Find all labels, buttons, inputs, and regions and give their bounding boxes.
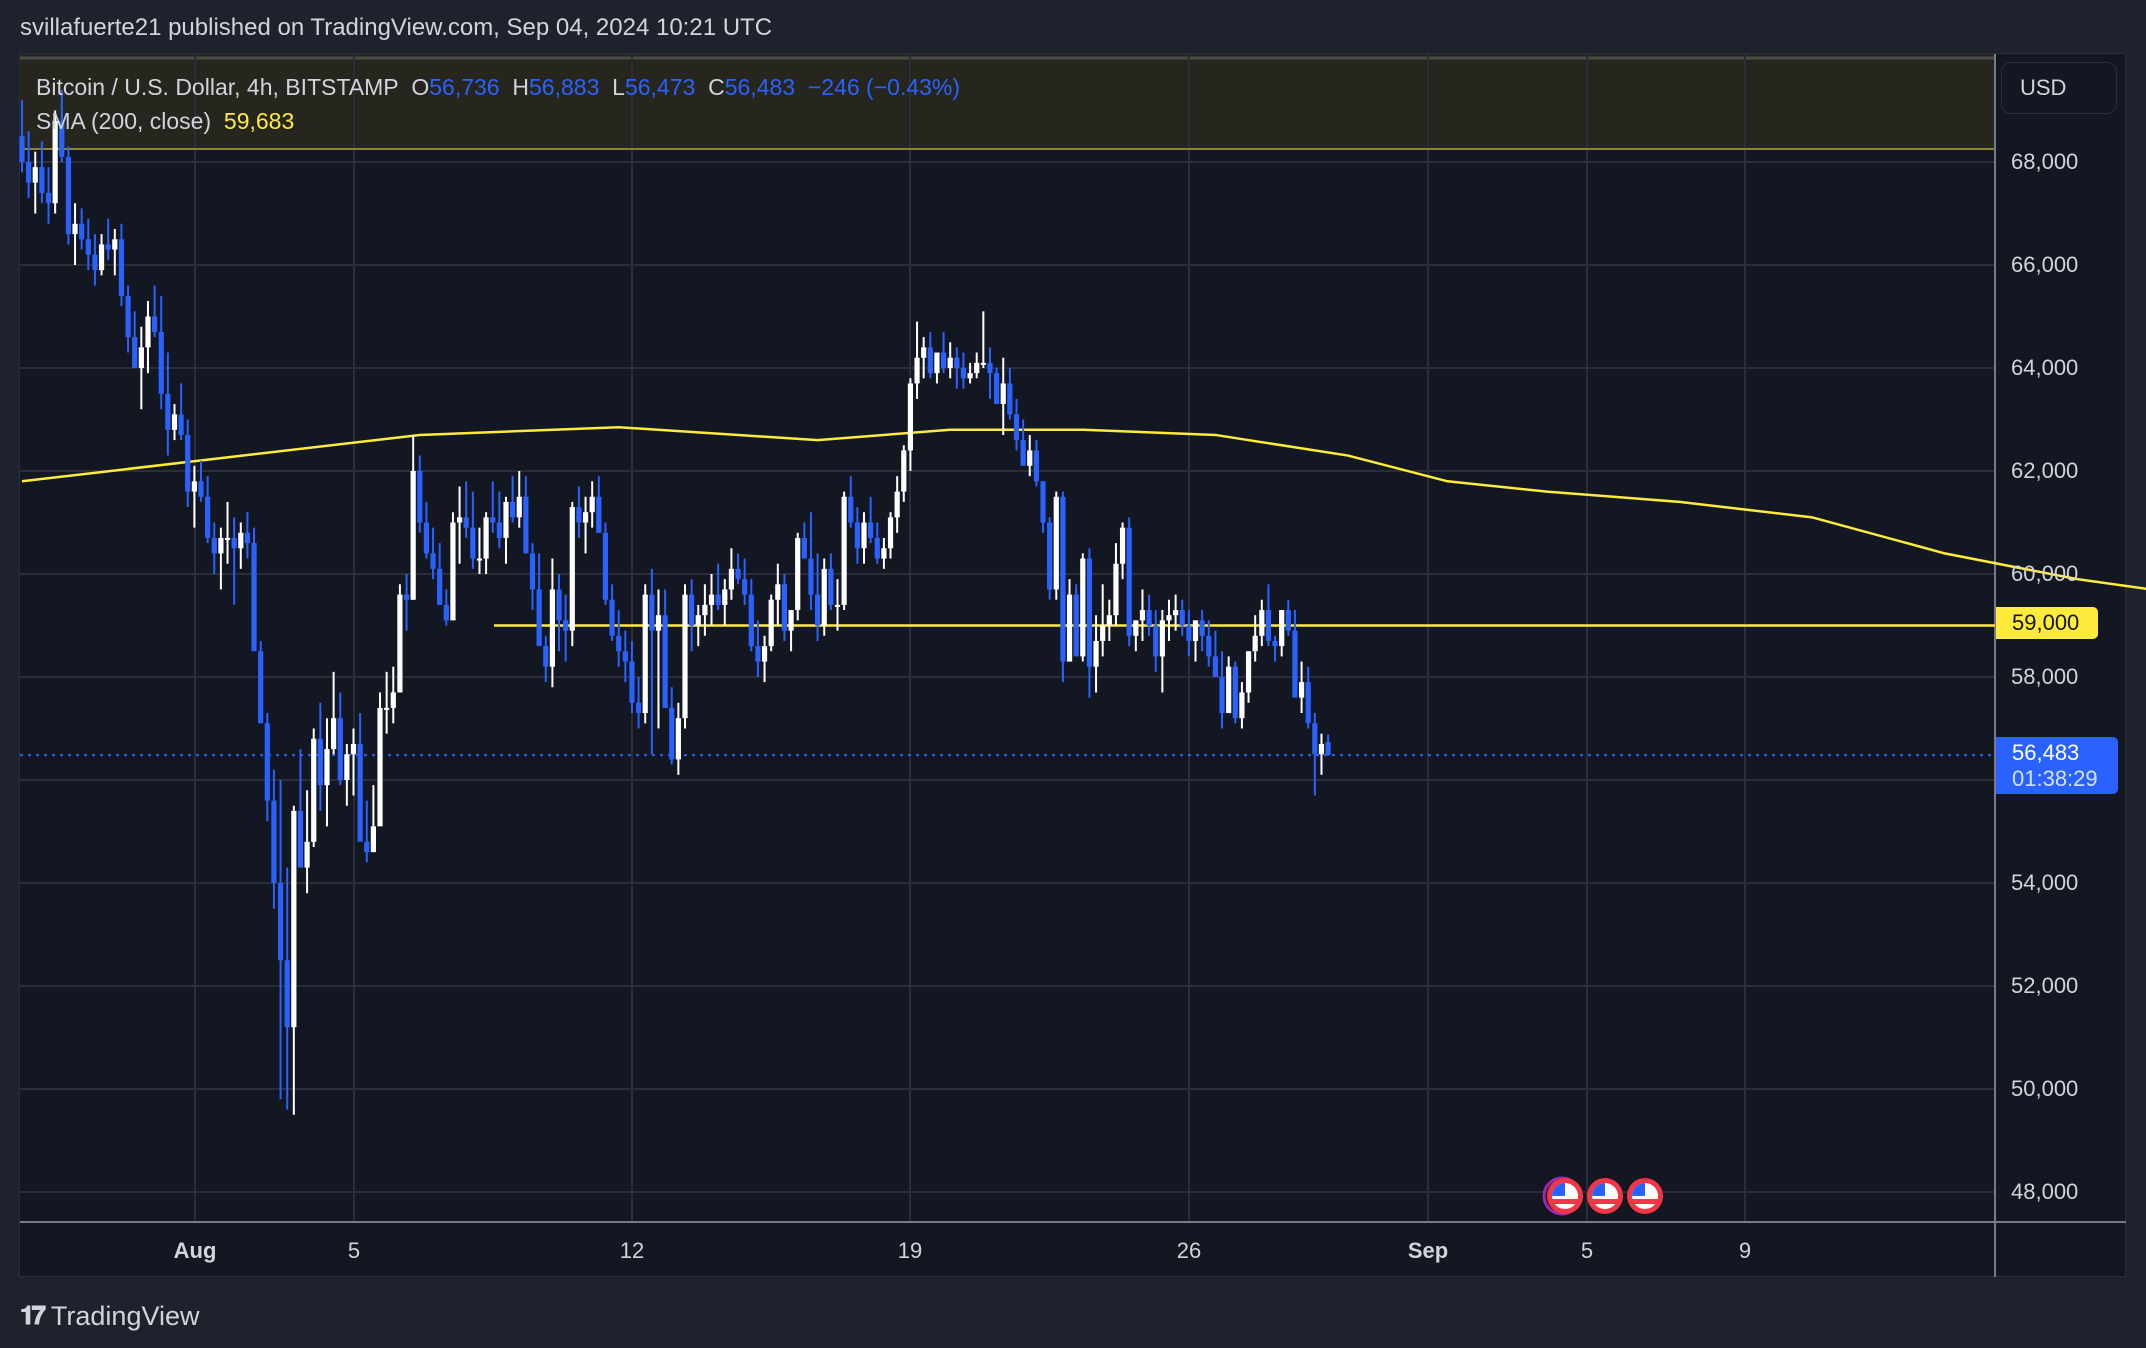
sma-value: 59,683: [223, 108, 295, 134]
time-tick: 9: [1738, 1238, 1752, 1263]
price-tick: 60,000: [2011, 561, 2079, 586]
close-label: C: [708, 74, 725, 100]
time-tick: Aug: [173, 1238, 217, 1263]
horizontal-line-price-label: 59,000: [1996, 607, 2098, 639]
time-tick: 19: [897, 1238, 923, 1263]
publish-line: svillafuerte21 published on TradingView.…: [20, 14, 773, 41]
price-tick: 68,000: [2011, 149, 2079, 174]
sma-label[interactable]: SMA (200, close): [36, 108, 212, 134]
symbol-label[interactable]: Bitcoin / U.S. Dollar, 4h, BITSTAMP: [36, 74, 399, 100]
bar-countdown: 01:38:29: [2012, 766, 2098, 791]
chart-frame[interactable]: [19, 53, 2126, 1277]
currency-button[interactable]: USD: [2001, 62, 2117, 114]
chart-legend: Bitcoin / U.S. Dollar, 4h, BITSTAMP O56,…: [36, 70, 960, 138]
time-tick: 26: [1176, 1238, 1202, 1263]
price-tick: 58,000: [2011, 664, 2079, 689]
symbol-row: Bitcoin / U.S. Dollar, 4h, BITSTAMP O56,…: [36, 70, 960, 104]
high-label: H: [512, 74, 530, 100]
sma-row: SMA (200, close) 59,683: [36, 104, 960, 138]
price-tick: 64,000: [2011, 355, 2079, 380]
open-label: O: [411, 74, 430, 100]
tradingview-logo-icon: 𝟏𝟕: [20, 1300, 46, 1330]
low-value: 56,473: [624, 74, 696, 100]
time-tick: 5: [347, 1238, 361, 1263]
price-tick: 48,000: [2011, 1179, 2079, 1204]
price-tick: 66,000: [2011, 252, 2079, 277]
price-tick: 52,000: [2011, 973, 2079, 998]
open-value: 56,736: [429, 74, 500, 100]
price-tick: 62,000: [2011, 458, 2079, 483]
price-tick: 50,000: [2011, 1076, 2079, 1101]
change-value: −246 (−0.43%): [807, 74, 961, 100]
last-price-value: 56,483: [2012, 740, 2080, 765]
high-value: 56,883: [529, 74, 600, 100]
time-tick: 12: [619, 1238, 645, 1263]
low-label: L: [612, 74, 625, 100]
brand-name: TradingView: [50, 1300, 200, 1331]
time-tick: Sep: [1407, 1238, 1449, 1263]
last-price-label: 56,483 01:38:29: [1996, 737, 2118, 794]
close-value: 56,483: [724, 74, 796, 100]
tradingview-logo[interactable]: 𝟏𝟕 TradingView: [20, 1300, 200, 1332]
time-tick: 5: [1580, 1238, 1594, 1263]
price-tick: 54,000: [2011, 870, 2079, 895]
